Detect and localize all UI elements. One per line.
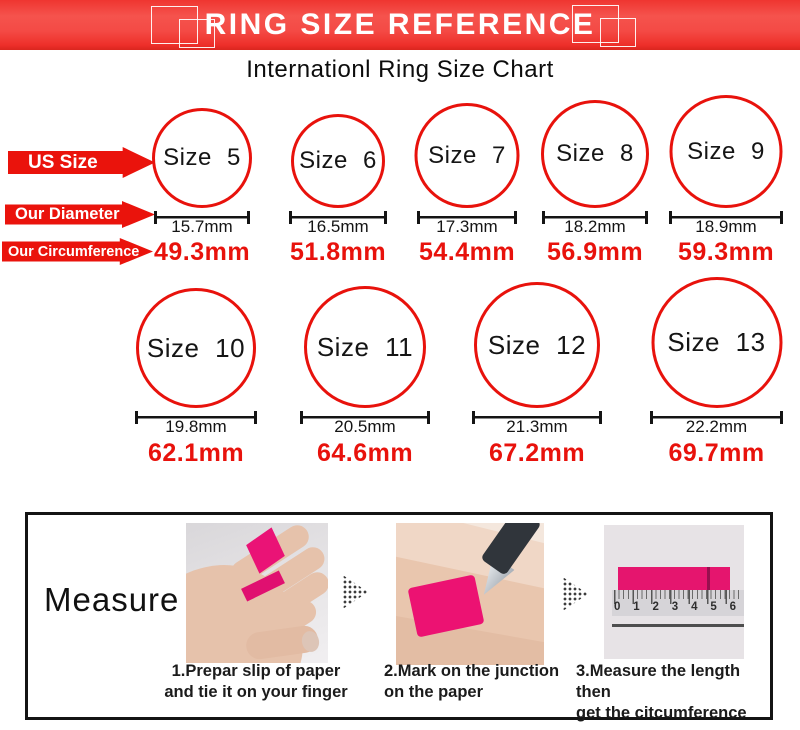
ruler bbox=[612, 590, 744, 616]
ring-size-label: Size 5 bbox=[163, 144, 241, 171]
ring-size-label: Size 7 bbox=[428, 141, 506, 169]
pink-paper-strip bbox=[618, 567, 730, 590]
dotted-arrow-icon bbox=[562, 576, 588, 612]
diameter-measure-line bbox=[669, 211, 783, 224]
circumference-arrow-label: Our Circumference bbox=[2, 238, 153, 265]
page-title: Internationl Ring Size Chart bbox=[246, 56, 554, 83]
ring-circle: Size 12 bbox=[474, 282, 600, 408]
diameter-value: 15.7mm bbox=[171, 217, 233, 236]
circumference-value: 69.7mm bbox=[668, 439, 765, 467]
header-banner: RING SIZE REFERENCE bbox=[0, 0, 800, 50]
ring-circle: Size 10 bbox=[136, 288, 256, 408]
ring-circle: Size 9 bbox=[669, 95, 783, 208]
square-outline-icon bbox=[179, 19, 215, 48]
overlap-squares-icon bbox=[572, 5, 638, 49]
ring-circle: Size 13 bbox=[651, 277, 782, 408]
step3-caption: 3.Measure the length then get the citcum… bbox=[576, 661, 770, 724]
ruler-number: 6 bbox=[729, 601, 736, 613]
ring-circle: Size 6 bbox=[291, 114, 385, 208]
diameter-measure-line bbox=[650, 411, 783, 424]
ring-size-label: Size 10 bbox=[146, 332, 246, 363]
ring-size-label: Size 13 bbox=[667, 327, 766, 357]
ruler-number: 5 bbox=[710, 601, 717, 613]
dotted-arrow-icon bbox=[342, 574, 368, 610]
circumference-value: 64.6mm bbox=[316, 439, 414, 467]
step3-photo-ruler: 0 1 2 3 4 5 6 bbox=[604, 525, 744, 659]
overlap-squares-icon bbox=[151, 6, 217, 50]
circumference-value: 49.3mm bbox=[154, 238, 251, 266]
step1-caption-line2: and tie it on your finger bbox=[164, 683, 348, 701]
diameter-value: 19.8mm bbox=[165, 417, 227, 436]
ring-circle: Size 11 bbox=[304, 286, 426, 408]
step3-caption-line1: 3.Measure the length then bbox=[576, 662, 741, 701]
banner-title: RING SIZE REFERENCE bbox=[204, 8, 596, 41]
diameter-value: 18.2mm bbox=[564, 217, 626, 236]
ring-size-label: Size 6 bbox=[299, 147, 377, 174]
ruler-number: 3 bbox=[671, 601, 679, 613]
diameter-measure-line bbox=[472, 411, 602, 424]
diameter-value: 17.3mm bbox=[436, 217, 498, 236]
mark-line bbox=[707, 567, 710, 590]
diameter-value: 22.2mm bbox=[685, 417, 748, 436]
ruler-numbers: 0 1 2 3 4 5 6 bbox=[614, 601, 736, 613]
ruler-number: 4 bbox=[691, 601, 698, 613]
circumference-value: 56.9mm bbox=[546, 238, 644, 266]
circumference-value: 67.2mm bbox=[488, 439, 586, 467]
diameter-value: 18.9mm bbox=[695, 217, 757, 236]
diameter-value: 21.3mm bbox=[506, 417, 568, 436]
diameter-value: 16.5mm bbox=[307, 217, 369, 236]
ring-size-label: Size 9 bbox=[687, 137, 765, 165]
step1-caption-line1: 1.Prepar slip of paper bbox=[171, 662, 341, 680]
square-outline-icon bbox=[600, 18, 636, 47]
diameter-measure-line bbox=[542, 211, 648, 224]
circumference-value: 62.1mm bbox=[147, 439, 245, 467]
diameter-arrow-label: Our Diameter bbox=[5, 201, 155, 228]
circumference-value: 54.4mm bbox=[418, 238, 516, 266]
step1-caption: 1.Prepar slip of paper and tie it on you… bbox=[150, 661, 362, 703]
ruler-number: 1 bbox=[633, 601, 640, 613]
square-outline-icon bbox=[151, 6, 198, 44]
ring-size-label: Size 8 bbox=[556, 140, 634, 167]
measure-heading: Measure bbox=[44, 581, 180, 618]
ring-circle: Size 5 bbox=[152, 108, 252, 208]
ring-size-label: Size 12 bbox=[487, 329, 587, 360]
circumference-value: 51.8mm bbox=[289, 238, 387, 266]
diameter-measure-line bbox=[135, 411, 257, 424]
step2-caption-line1: 2.Mark on the junction bbox=[384, 662, 560, 680]
ring-circle: Size 8 bbox=[541, 100, 649, 208]
ruler-baseline bbox=[612, 624, 744, 627]
ruler-number: 0 bbox=[614, 601, 621, 613]
measure-instructions-box: Measure bbox=[25, 512, 773, 722]
diameter-value: 20.5mm bbox=[334, 417, 396, 436]
diameter-measure-line bbox=[154, 211, 250, 224]
step2-caption-line2: on the paper bbox=[384, 683, 484, 701]
diameter-measure-line bbox=[417, 211, 517, 224]
ring-circle: Size 7 bbox=[414, 103, 520, 208]
ring-size-label: Size 11 bbox=[316, 331, 414, 362]
diameter-measure-line bbox=[289, 211, 387, 224]
step1-photo-hand-with-paper bbox=[186, 523, 328, 663]
circumference-value: 59.3mm bbox=[677, 238, 775, 266]
step2-caption: 2.Mark on the junction on the paper bbox=[384, 661, 559, 703]
ring-size-chart: US Size Our Diameter Our Circumference S… bbox=[0, 90, 800, 482]
ruler-number: 2 bbox=[652, 601, 659, 613]
step3-caption-line2: get the citcumference bbox=[576, 704, 747, 722]
diameter-measure-line bbox=[300, 411, 430, 424]
square-outline-icon bbox=[572, 5, 619, 43]
step2-photo-marking-paper bbox=[396, 523, 544, 665]
us-size-arrow-label: US Size bbox=[8, 147, 155, 178]
